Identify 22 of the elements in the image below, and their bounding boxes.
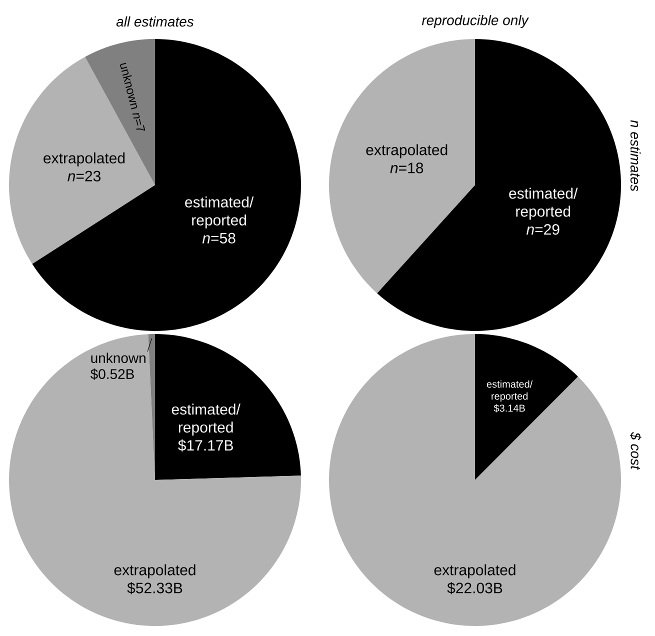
- data-label: $17.17B: [178, 439, 233, 452]
- slice-label: extrapolated: [44, 152, 125, 166]
- slice-label: unknown: [91, 352, 146, 364]
- text: $ cost: [630, 432, 642, 470]
- data-label: $3.14B: [494, 404, 525, 412]
- data-label: $22.03B: [447, 582, 502, 594]
- slice-label: extrapolated: [434, 564, 516, 578]
- data-label: n=18: [390, 162, 424, 174]
- data-label: $52.33B: [127, 582, 182, 594]
- slice-label: estimated/ reported: [172, 404, 240, 436]
- chart-title: reproducible only: [422, 14, 529, 28]
- slice-label: extrapolated: [366, 144, 448, 158]
- slice-label: estimated/ reported: [486, 380, 533, 402]
- data-label: n=7: [132, 113, 146, 131]
- data-label: n=23: [68, 170, 101, 182]
- chart-title: all estimates: [116, 16, 194, 27]
- data-label: n=29: [526, 224, 560, 235]
- text: n estimates: [630, 120, 641, 192]
- data-label: $0.52B: [90, 368, 134, 380]
- data-label: n=58: [202, 232, 236, 244]
- slice-label: extrapolated: [114, 564, 196, 578]
- slice-label: unknown: [120, 62, 138, 110]
